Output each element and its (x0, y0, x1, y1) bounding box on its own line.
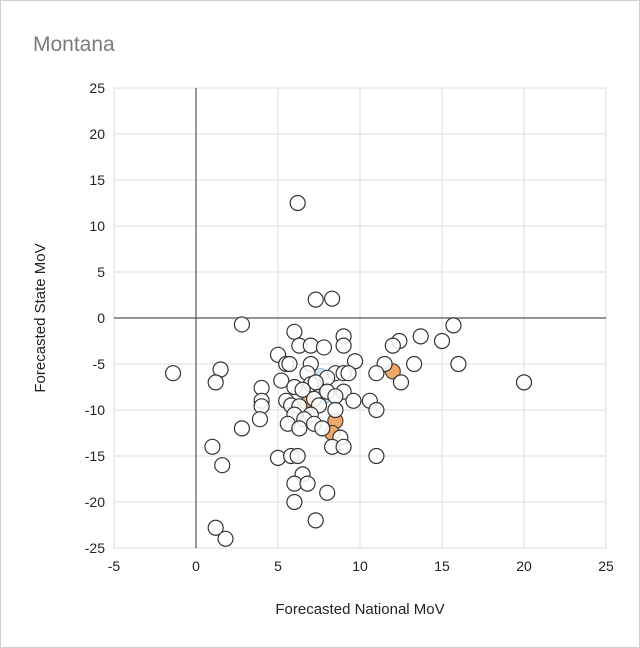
data-point (368, 365, 385, 382)
data-point (412, 328, 429, 345)
x-tick-label: 15 (434, 558, 450, 574)
x-tick-label: 25 (598, 558, 614, 574)
data-point (291, 420, 308, 437)
x-tick-labels: -5 0 5 10 15 20 25 (108, 558, 614, 574)
data-point (335, 438, 352, 455)
x-tick-label: -5 (108, 558, 121, 574)
data-point (251, 411, 269, 428)
data-point (286, 493, 303, 511)
data-point (368, 401, 385, 419)
data-point (233, 316, 251, 333)
x-axis-label: Forecasted National MoV (275, 601, 444, 618)
y-tick-label: 0 (97, 310, 105, 326)
chart-title: Montana (33, 33, 115, 56)
data-point (207, 374, 224, 391)
y-tick-label: 5 (97, 264, 105, 280)
data-point (286, 323, 303, 340)
data-point (340, 365, 357, 382)
y-tick-label: 10 (89, 218, 105, 234)
data-point (281, 355, 298, 373)
data-point (307, 291, 324, 308)
data-point (314, 420, 331, 437)
data-point (319, 484, 336, 501)
data-point (273, 372, 290, 389)
data-point (307, 374, 324, 391)
data-point (450, 355, 467, 373)
y-axis-label: Forecasted State MoV (32, 243, 49, 392)
data-point (299, 475, 316, 492)
data-point (204, 438, 221, 455)
data-point (445, 317, 462, 334)
data-point (433, 332, 451, 350)
data-point (315, 339, 333, 356)
x-tick-label: 0 (192, 558, 200, 574)
data-point (327, 401, 344, 419)
y-tick-label: 25 (89, 80, 105, 96)
data-point (233, 420, 251, 437)
data-point (515, 374, 533, 391)
x-tick-label: 20 (516, 558, 532, 574)
y-tick-label: -5 (93, 356, 106, 372)
data-point (207, 519, 224, 536)
data-point (164, 365, 182, 382)
data-point (324, 290, 341, 307)
y-tick-label: -25 (85, 540, 105, 556)
y-tick-label: 15 (89, 172, 105, 188)
data-point (335, 337, 352, 354)
data-point (392, 374, 410, 391)
y-tick-label: 20 (89, 126, 105, 142)
y-tick-label: -20 (85, 494, 105, 510)
data-points (164, 194, 533, 547)
zero-axes (114, 88, 606, 548)
data-point (384, 337, 401, 354)
data-point (345, 392, 362, 409)
data-point (406, 355, 423, 373)
x-tick-label: 10 (352, 558, 368, 574)
data-point (289, 194, 306, 212)
data-point (327, 388, 344, 405)
data-point (307, 512, 324, 529)
x-tick-label: 5 (274, 558, 282, 574)
y-tick-label: -15 (85, 448, 105, 464)
y-tick-label: -10 (85, 402, 105, 418)
data-point (217, 530, 234, 547)
data-point (294, 381, 311, 398)
data-point (368, 447, 385, 465)
data-point (289, 447, 306, 465)
data-point (214, 457, 231, 474)
y-tick-labels: 25 20 15 10 5 0 -5 -10 -15 -20 -25 (85, 80, 105, 556)
